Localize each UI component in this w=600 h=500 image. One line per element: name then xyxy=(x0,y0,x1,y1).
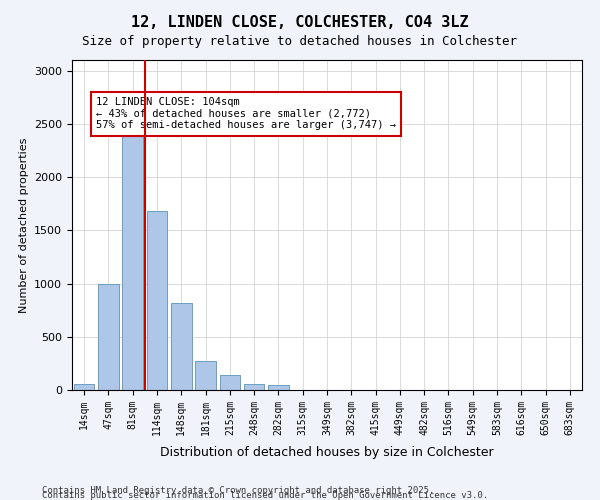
Bar xyxy=(122,124,143,390)
X-axis label: Distribution of detached houses by size in Colchester: Distribution of detached houses by size … xyxy=(160,446,494,459)
Bar xyxy=(171,302,191,390)
Bar xyxy=(146,211,167,390)
Bar xyxy=(244,384,265,390)
Text: Size of property relative to detached houses in Colchester: Size of property relative to detached ho… xyxy=(83,35,517,48)
Text: Contains HM Land Registry data © Crown copyright and database right 2025.: Contains HM Land Registry data © Crown c… xyxy=(42,486,434,495)
Bar xyxy=(220,375,240,390)
Text: Contains public sector information licensed under the Open Government Licence v3: Contains public sector information licen… xyxy=(42,491,488,500)
Bar xyxy=(195,362,216,390)
Bar xyxy=(268,384,289,390)
Bar xyxy=(74,384,94,390)
Y-axis label: Number of detached properties: Number of detached properties xyxy=(19,138,29,312)
Bar xyxy=(98,284,119,390)
Text: 12 LINDEN CLOSE: 104sqm
← 43% of detached houses are smaller (2,772)
57% of semi: 12 LINDEN CLOSE: 104sqm ← 43% of detache… xyxy=(96,98,396,130)
Text: 12, LINDEN CLOSE, COLCHESTER, CO4 3LZ: 12, LINDEN CLOSE, COLCHESTER, CO4 3LZ xyxy=(131,15,469,30)
